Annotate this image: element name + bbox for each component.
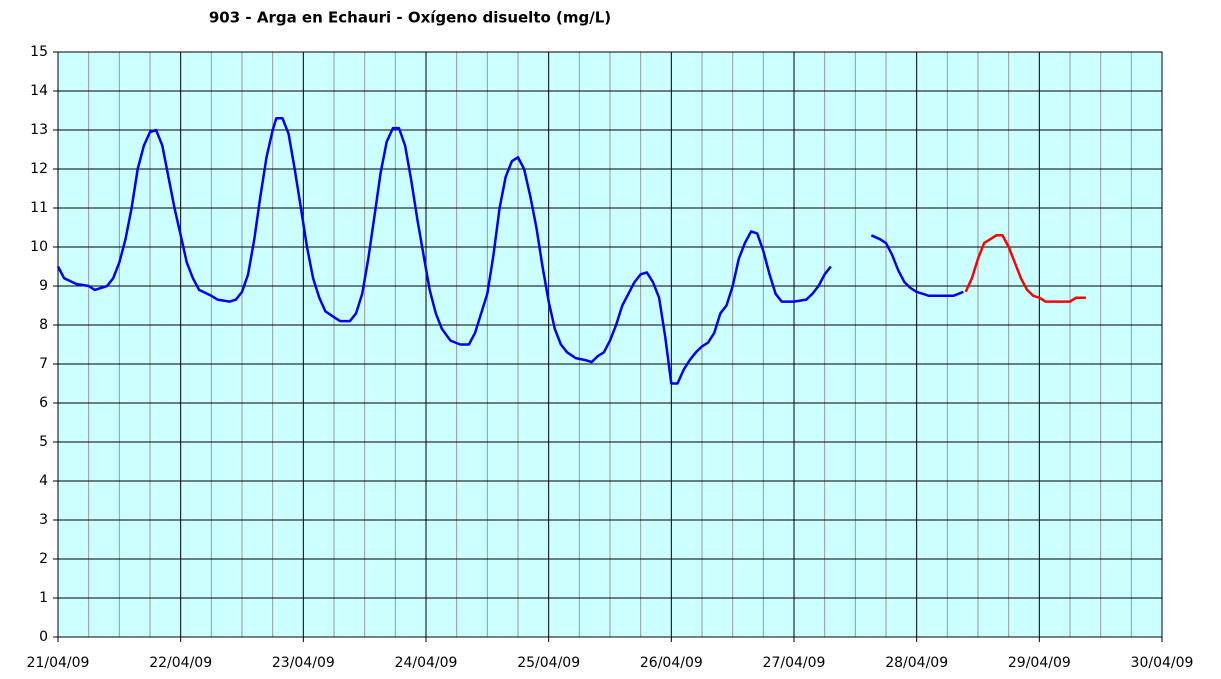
y-tick-label: 15 bbox=[30, 44, 48, 60]
x-tick-label: 25/04/09 bbox=[517, 655, 580, 671]
chart-title: 903 - Arga en Echauri - Oxígeno disuelto… bbox=[209, 9, 611, 27]
x-tick-label: 21/04/09 bbox=[27, 655, 90, 671]
y-tick-label: 8 bbox=[39, 317, 48, 333]
x-tick-label: 26/04/09 bbox=[640, 655, 703, 671]
x-tick-label: 27/04/09 bbox=[763, 655, 826, 671]
x-tick-label: 30/04/09 bbox=[1131, 655, 1194, 671]
y-tick-label: 5 bbox=[39, 434, 48, 450]
x-tick-label: 24/04/09 bbox=[395, 655, 458, 671]
y-tick-label: 11 bbox=[30, 200, 48, 216]
y-tick-label: 10 bbox=[30, 239, 48, 255]
y-tick-label: 14 bbox=[30, 83, 48, 99]
y-tick-label: 0 bbox=[39, 629, 48, 645]
y-tick-label: 1 bbox=[39, 590, 48, 606]
data-line bbox=[56, 117, 964, 385]
y-tick-label: 12 bbox=[30, 161, 48, 177]
y-tick-label: 2 bbox=[39, 551, 48, 567]
x-tick-label: 28/04/09 bbox=[885, 655, 948, 671]
data-line bbox=[964, 234, 1086, 303]
y-tick-label: 3 bbox=[39, 512, 48, 528]
y-tick-label: 13 bbox=[30, 122, 48, 138]
x-tick-label: 22/04/09 bbox=[149, 655, 212, 671]
x-tick-label: 23/04/09 bbox=[272, 655, 335, 671]
y-tick-label: 9 bbox=[39, 278, 48, 294]
y-tick-label: 6 bbox=[39, 395, 48, 411]
y-tick-label: 7 bbox=[39, 356, 48, 372]
plot-border bbox=[57, 51, 1163, 638]
y-tick-label: 4 bbox=[39, 473, 48, 489]
x-tick-label: 29/04/09 bbox=[1008, 655, 1071, 671]
